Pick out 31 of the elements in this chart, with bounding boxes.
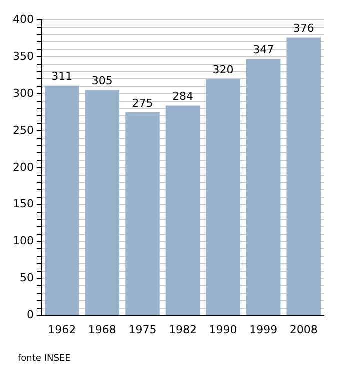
y-tick-label: 150 (12, 198, 34, 211)
bar (126, 112, 160, 316)
bar (45, 86, 80, 316)
data-label: 376 (293, 22, 314, 36)
x-tick-label: 1999 (250, 323, 278, 336)
x-tick-label: 2008 (290, 323, 318, 336)
y-tick-label: 300 (12, 86, 34, 100)
data-label: 347 (253, 44, 274, 57)
x-tick-label: 1968 (88, 323, 116, 336)
x-tick-label: 1990 (209, 323, 238, 336)
x-tick-label: 1975 (128, 323, 157, 336)
bar (286, 38, 321, 316)
y-tick-label: 400 (12, 12, 34, 26)
source-note: fonte INSEE (18, 354, 71, 364)
bar (85, 90, 120, 316)
x-tick-label: 1982 (169, 323, 197, 336)
x-tick-label: 1962 (48, 323, 76, 336)
data-label: 311 (52, 70, 73, 84)
bar (166, 106, 200, 316)
y-tick-label: 350 (12, 50, 34, 63)
data-label: 320 (212, 64, 234, 77)
y-tick-label: 100 (12, 234, 34, 248)
y-tick-label: 50 (20, 272, 34, 285)
data-label: 305 (92, 74, 113, 88)
data-label: 284 (172, 90, 194, 104)
data-label: 275 (132, 96, 154, 110)
y-tick-label: 0 (26, 308, 34, 322)
y-tick-label: 250 (12, 124, 34, 137)
bar (246, 59, 281, 316)
y-tick-label: 200 (12, 160, 34, 174)
bar (206, 79, 240, 316)
